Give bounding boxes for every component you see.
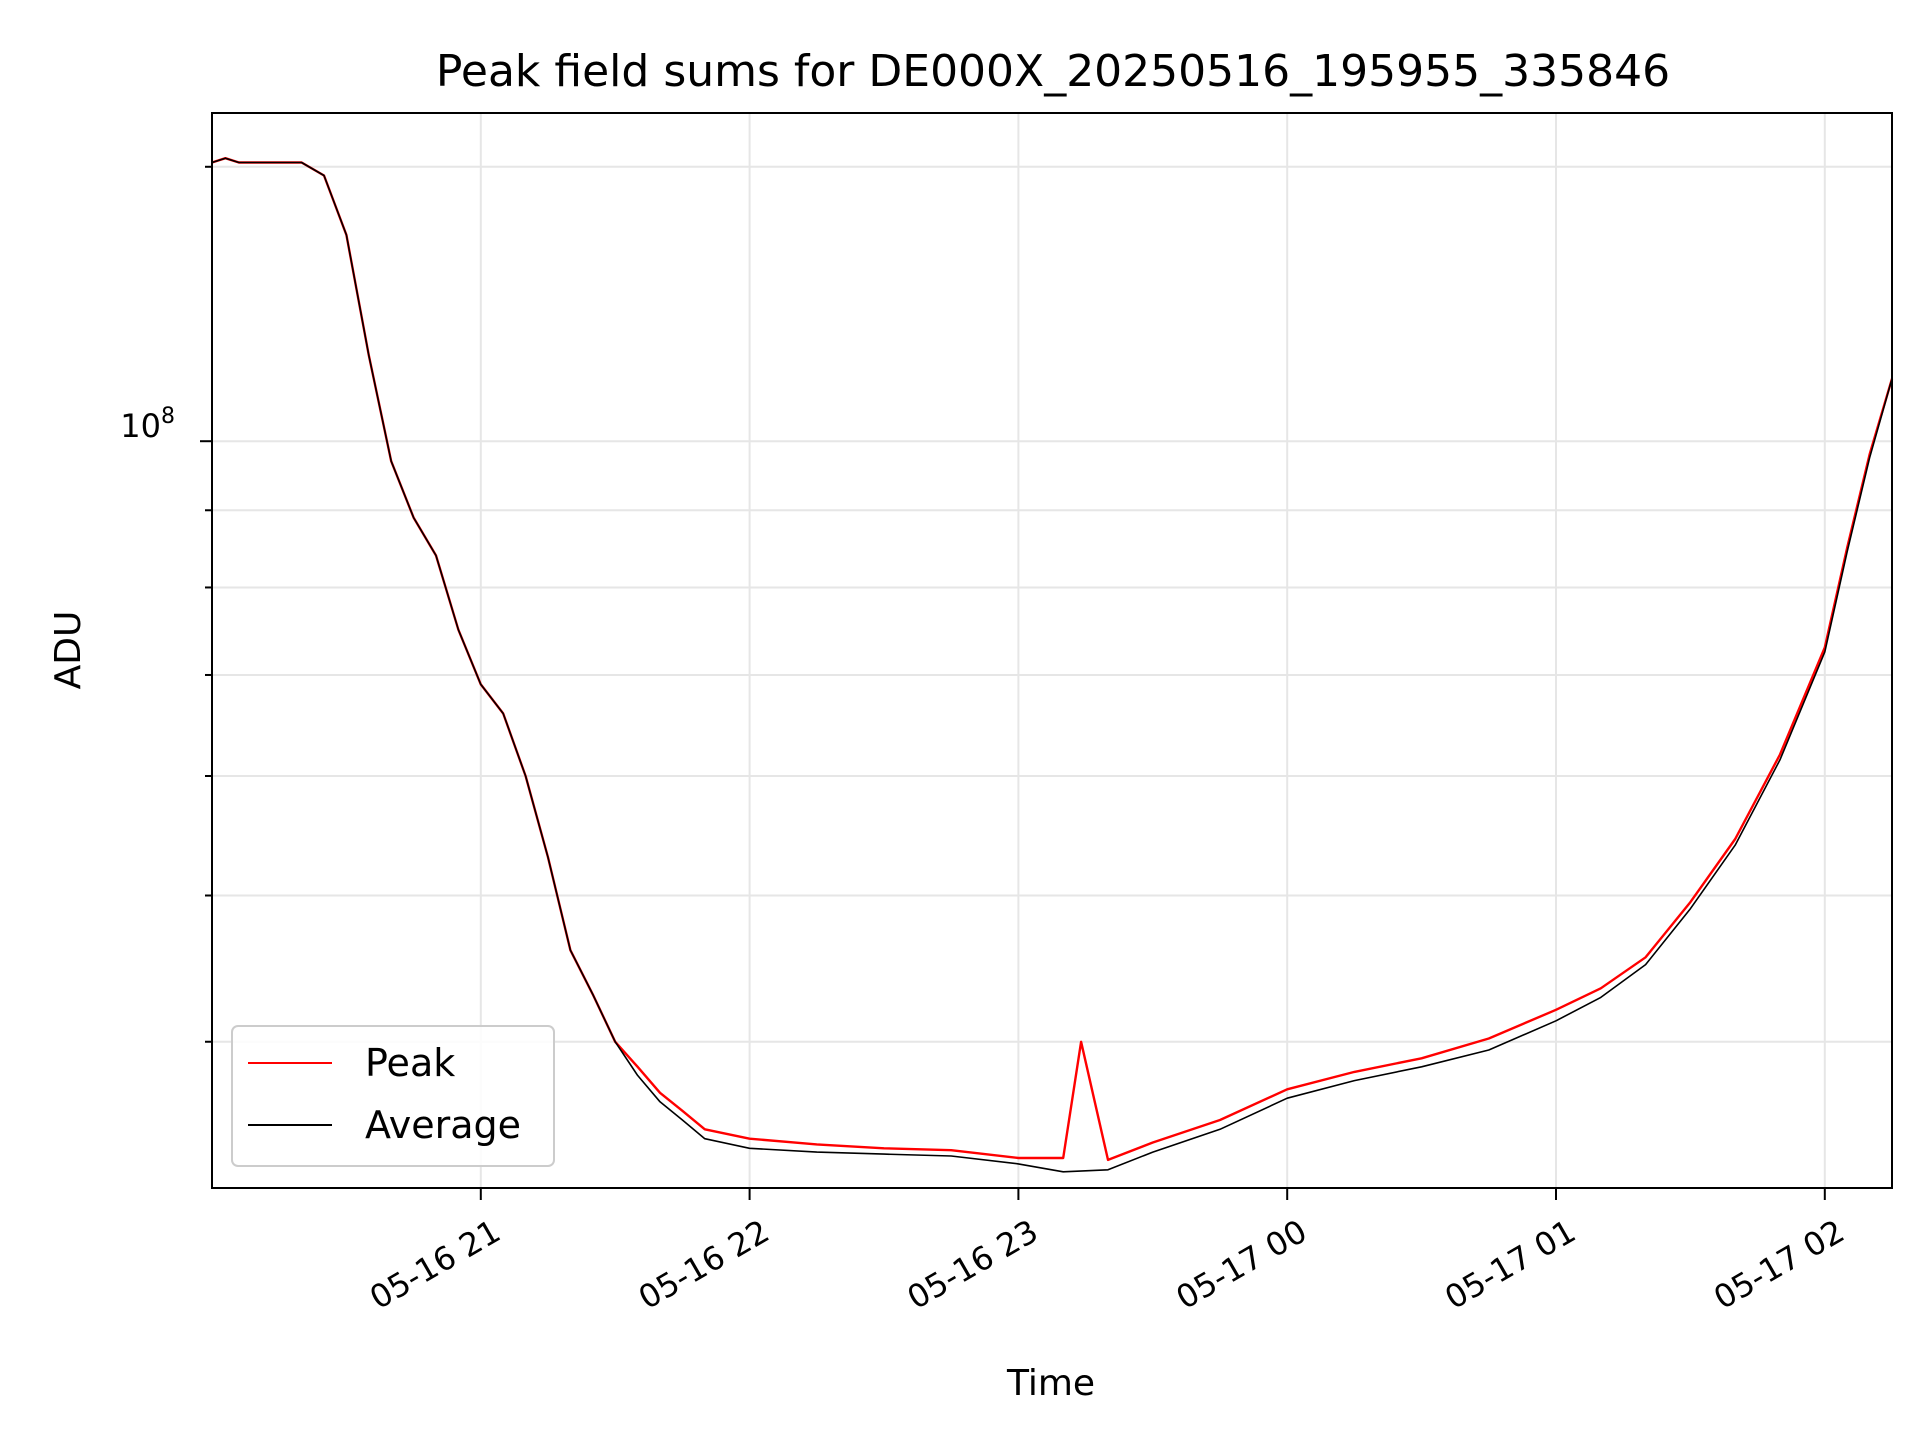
y-tick-label-major: 108 <box>120 404 175 445</box>
series-layer <box>211 157 1894 1173</box>
chart-title: Peak field sums for DE000X_20250516_1959… <box>436 46 1670 97</box>
legend: Peak Average <box>231 1025 555 1167</box>
plot-frame <box>211 112 1893 1189</box>
legend-label-average: Average <box>365 1103 521 1147</box>
y-tick-base: 10 <box>120 407 161 445</box>
series-line-average <box>211 157 1893 1173</box>
legend-box <box>231 1025 555 1167</box>
legend-label-peak: Peak <box>365 1041 455 1085</box>
y-axis: 108 <box>120 165 212 1043</box>
x-axis-title: Time <box>1006 1363 1095 1404</box>
y-tick-exponent: 8 <box>161 404 175 429</box>
y-axis-title: ADU <box>48 611 89 690</box>
